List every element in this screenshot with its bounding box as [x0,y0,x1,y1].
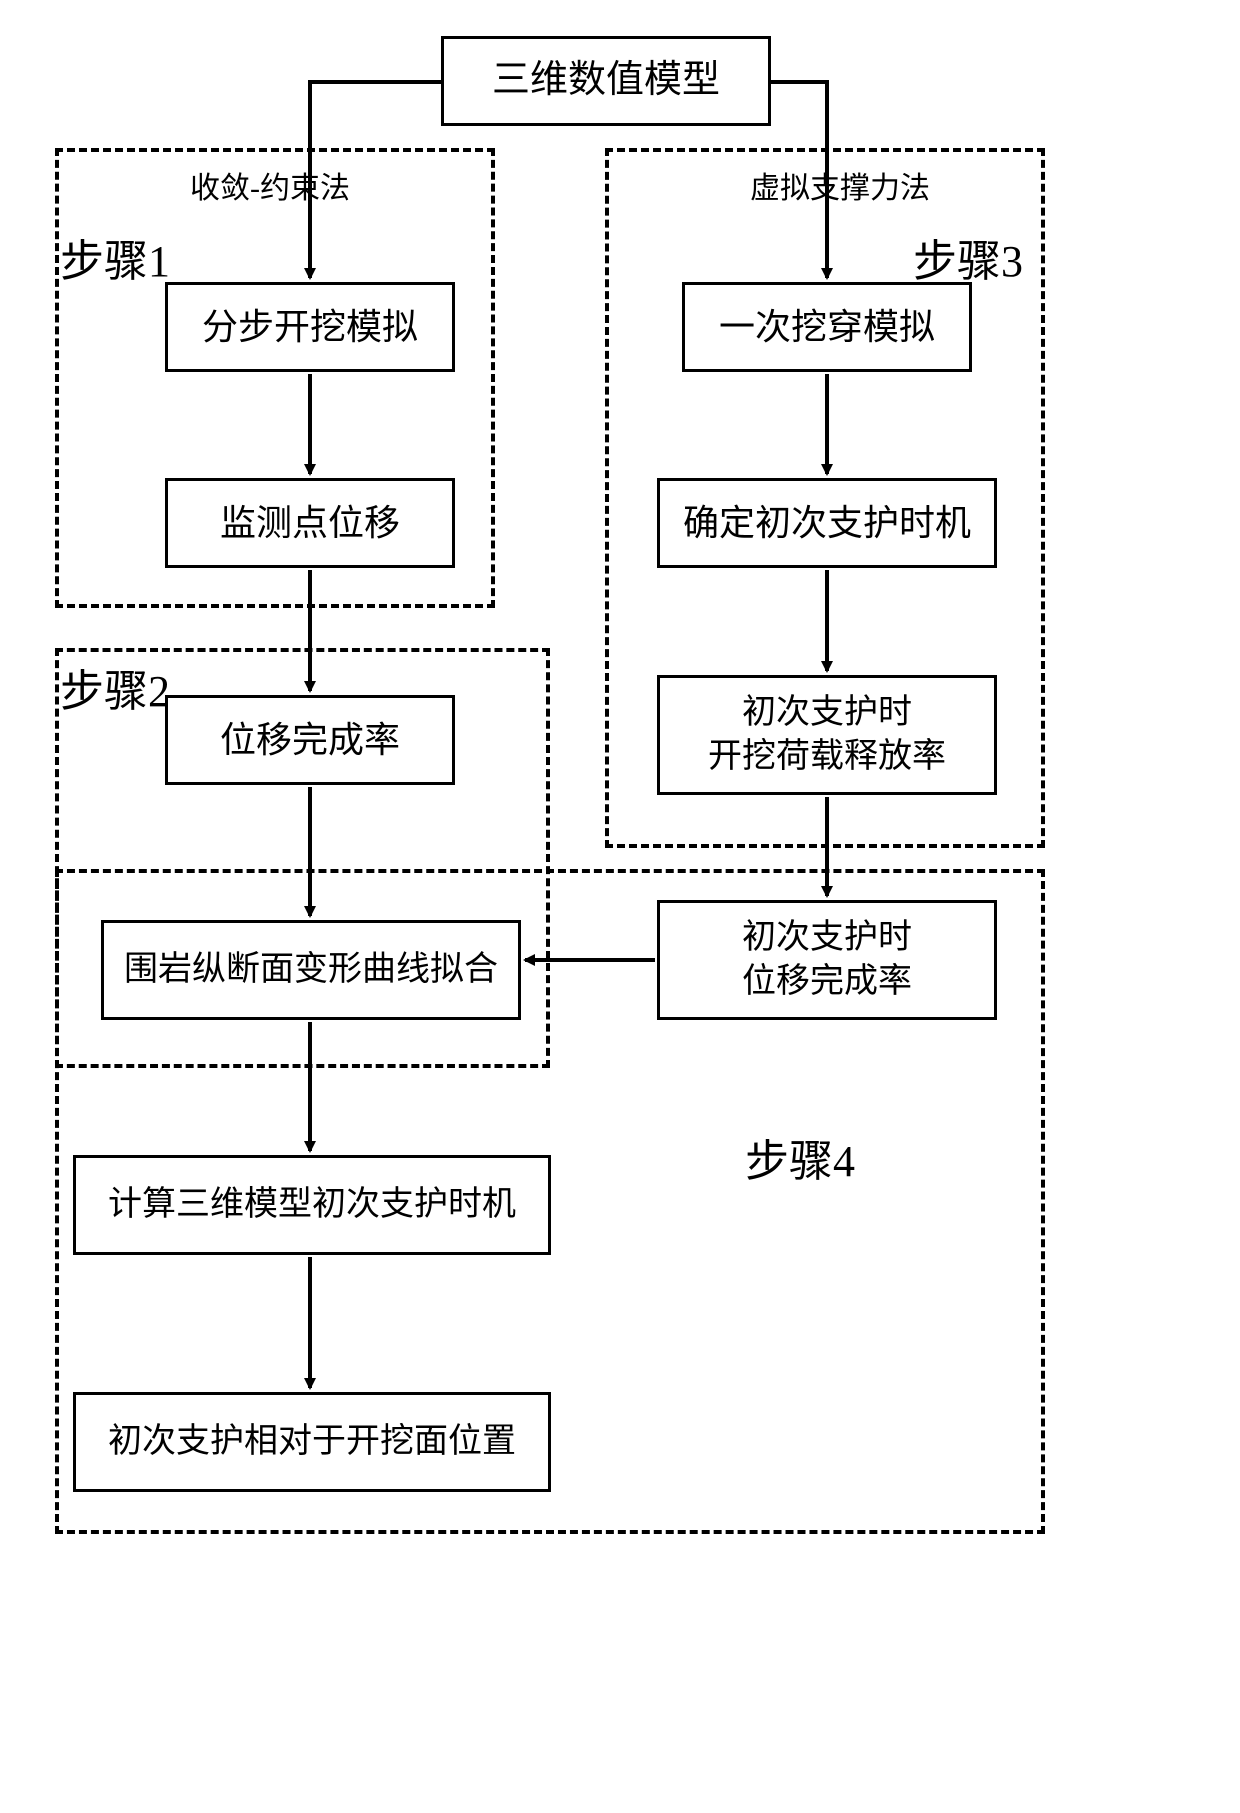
label-method-right: 虚拟支撑力法 [750,163,930,207]
node-load-release-line2: 开挖荷载释放率 [708,735,946,779]
node-root: 三维数值模型 [441,36,771,126]
node-load-release: 初次支护时 开挖荷载释放率 [657,675,997,795]
label-step3: 步骤3 [913,225,1023,289]
node-one-pass: 一次挖穿模拟 [682,282,972,372]
node-calc-timing: 计算三维模型初次支护时机 [73,1155,551,1255]
node-step-excavate: 分步开挖模拟 [165,282,455,372]
label-step2: 步骤2 [60,655,170,719]
node-disp-rate: 位移完成率 [165,695,455,785]
label-step1: 步骤1 [60,225,170,289]
node-load-release-line1: 初次支护时 [708,691,946,735]
label-step4: 步骤4 [745,1125,855,1189]
node-det-timing: 确定初次支护时机 [657,478,997,568]
node-relative-pos: 初次支护相对于开挖面位置 [73,1392,551,1492]
node-disp-rate2-line1: 初次支护时 [742,916,912,960]
node-curve-fit: 围岩纵断面变形曲线拟合 [101,920,521,1020]
label-method-left: 收敛-约束法 [190,163,350,207]
node-disp-rate2: 初次支护时 位移完成率 [657,900,997,1020]
node-disp-rate2-line2: 位移完成率 [742,960,912,1004]
node-monitor-disp: 监测点位移 [165,478,455,568]
flowchart-canvas: 三维数值模型 收敛-约束法 虚拟支撑力法 步骤1 步骤2 步骤3 步骤4 分步开… [0,0,1240,1813]
